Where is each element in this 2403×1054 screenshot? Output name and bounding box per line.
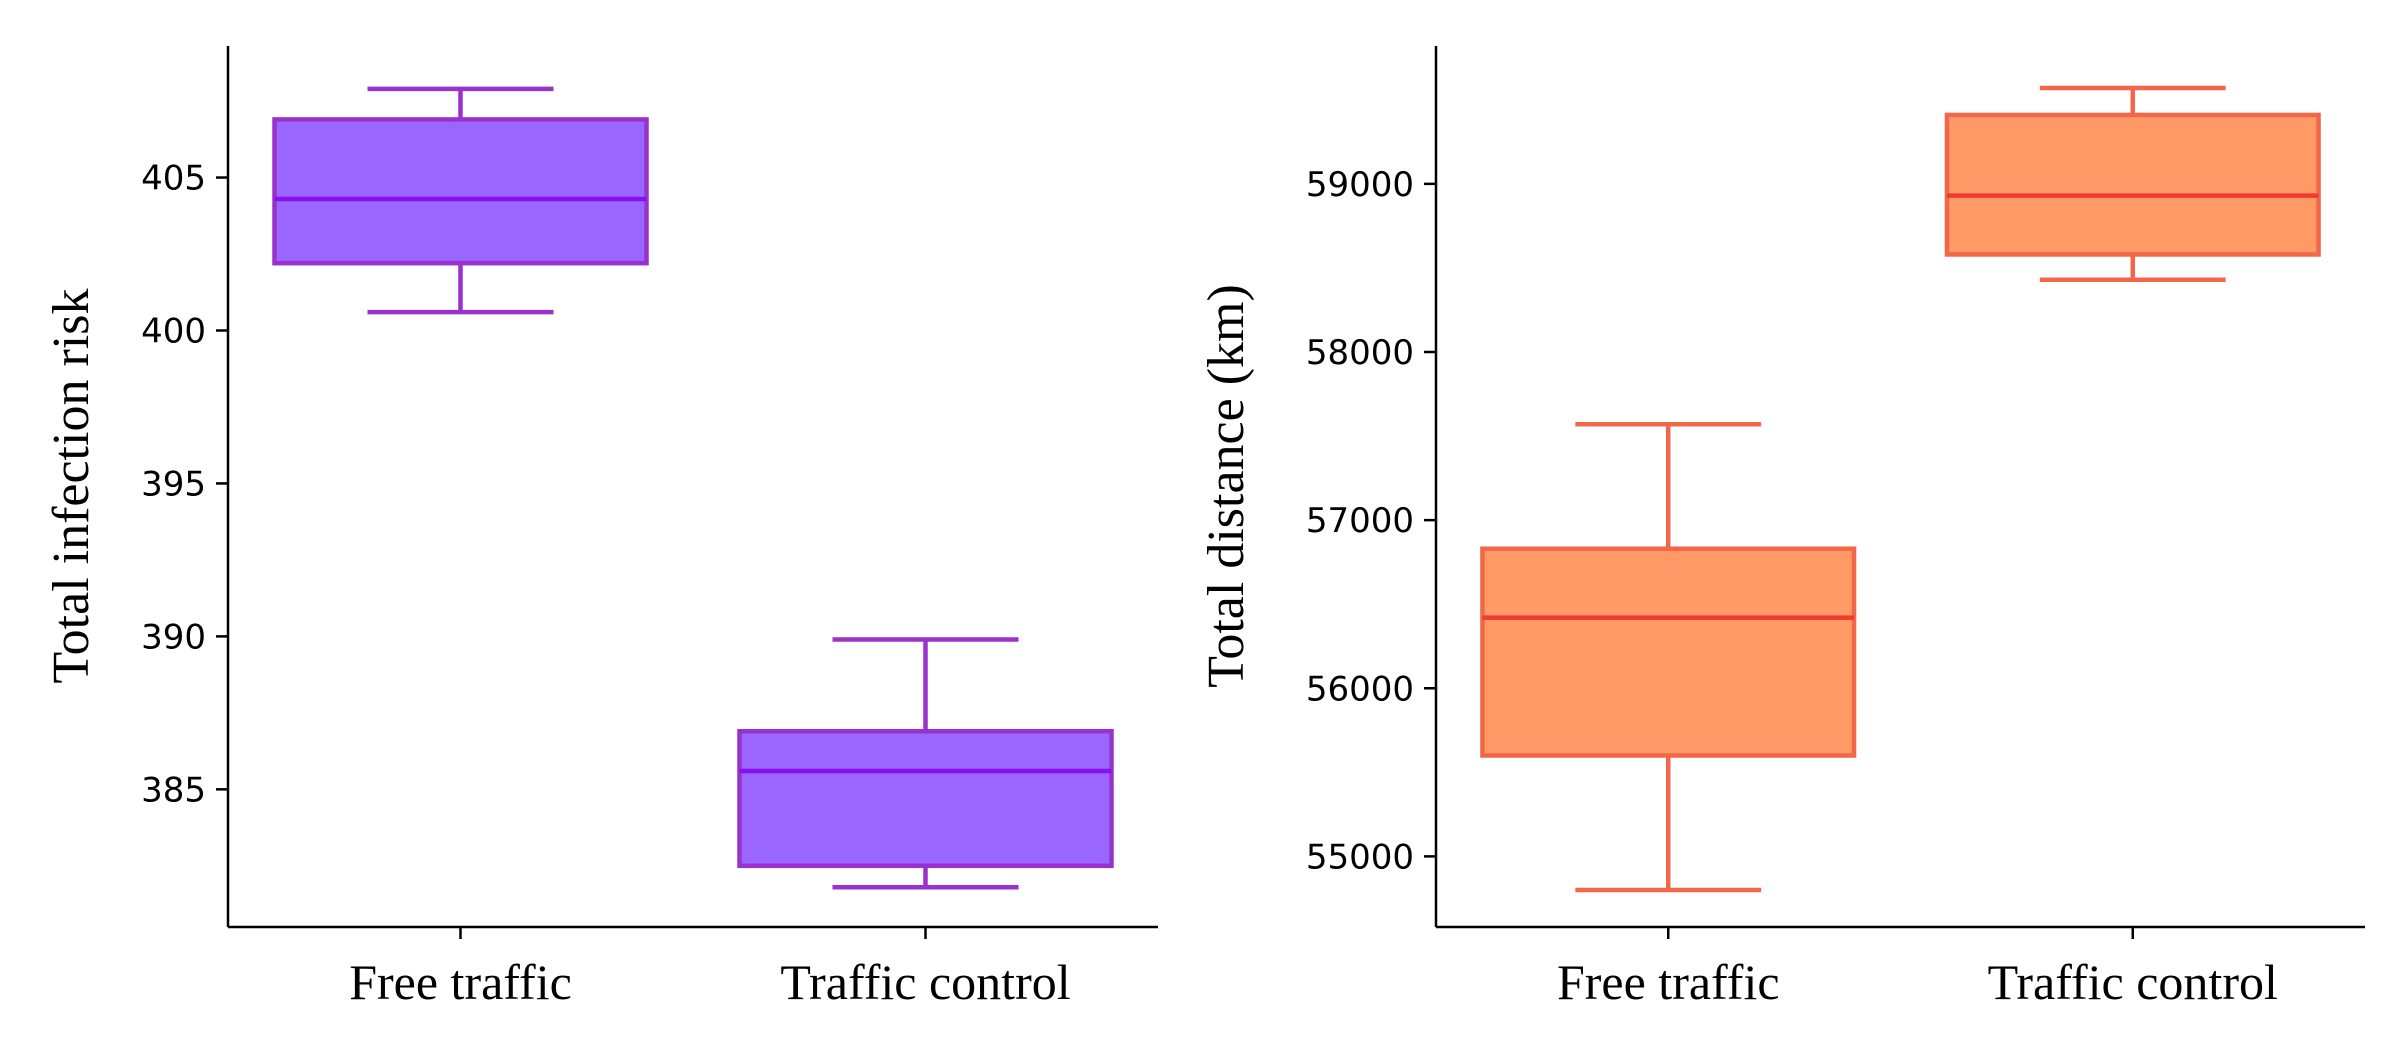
- box-iqr: [272, 117, 649, 266]
- left-x-tick-label: Traffic control: [780, 954, 1070, 1010]
- right-y-tick-label: 55000: [1306, 837, 1414, 877]
- right-y-tick-label: 56000: [1306, 669, 1414, 709]
- left-y-tick-label: 390: [141, 617, 206, 657]
- left-y-axis-title: Total infection risk: [43, 289, 100, 684]
- box-iqr: [737, 728, 1114, 869]
- left-box-2: [737, 637, 1114, 890]
- chart-panel-infection-risk: 385 390 395 400 405 Free traffic Traffic cont…: [43, 46, 1158, 1010]
- right-y-tick-label: 57000: [1306, 501, 1414, 541]
- right-box-2: [1944, 85, 2321, 282]
- left-y-tick-label: 395: [141, 464, 206, 504]
- left-y-tick-label: 400: [141, 311, 206, 351]
- right-y-ticks: 55000 56000 57000 58000 59000: [1306, 165, 1436, 877]
- left-y-tick-label: 405: [141, 159, 206, 199]
- right-y-tick-label: 59000: [1306, 165, 1414, 205]
- left-box-1: [272, 86, 649, 315]
- right-y-tick-label: 58000: [1306, 333, 1414, 373]
- left-plot-elements: [272, 86, 1114, 890]
- left-x-tick-label: Free traffic: [349, 954, 572, 1010]
- box-iqr: [1944, 112, 2321, 257]
- right-x-tick-label: Traffic control: [1988, 954, 2278, 1010]
- right-x-ticks: Free traffic Traffic control: [1557, 927, 2278, 1010]
- right-y-axis-title: Total distance (km): [1198, 284, 1255, 688]
- left-y-tick-label: 385: [141, 770, 206, 810]
- right-box-1: [1480, 422, 1857, 893]
- right-x-tick-label: Free traffic: [1557, 954, 1780, 1010]
- left-y-ticks: 385 390 395 400 405: [141, 159, 228, 810]
- chart-panel-total-distance: 55000 56000 57000 58000 59000 Free traffic Tr…: [1198, 46, 2365, 1010]
- right-plot-elements: [1480, 85, 2321, 893]
- left-x-ticks: Free traffic Traffic control: [349, 927, 1071, 1010]
- box-iqr: [1480, 546, 1857, 758]
